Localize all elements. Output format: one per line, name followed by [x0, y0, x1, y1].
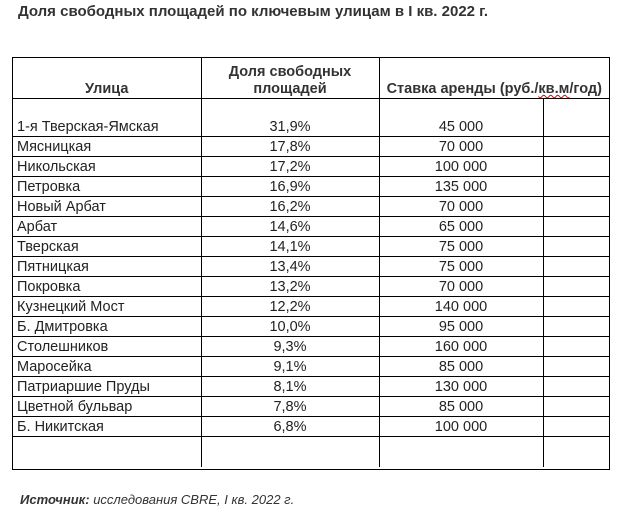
- street-cell: Никольская: [13, 156, 202, 177]
- street-cell: Мясницкая: [13, 136, 202, 157]
- street-cell: 1-я Тверская-Ямская: [13, 98, 202, 137]
- empty-cell: [542, 156, 609, 177]
- rate-cell: 100 000: [378, 416, 544, 437]
- street-cell: Патриаршие Пруды: [13, 376, 202, 397]
- street-cell: Тверская: [13, 236, 202, 257]
- share-cell: 31,9%: [200, 98, 380, 137]
- table-row: Тверская 14,1% 75 000: [13, 236, 609, 257]
- empty-cell: [542, 276, 609, 297]
- empty-cell: [542, 336, 609, 357]
- share-cell: 7,8%: [200, 396, 380, 417]
- rate-cell: 85 000: [378, 396, 544, 417]
- share-cell: 14,6%: [200, 216, 380, 237]
- empty-cell: [542, 356, 609, 377]
- table-row: Мясницкая 17,8% 70 000: [13, 136, 609, 157]
- share-cell: 6,8%: [200, 416, 380, 437]
- rate-cell: 75 000: [378, 256, 544, 277]
- page-title: Доля свободных площадей по ключевым улиц…: [18, 3, 489, 20]
- empty-cell: [542, 436, 609, 467]
- rate-cell: 100 000: [378, 156, 544, 177]
- share-cell: 12,2%: [200, 296, 380, 317]
- column-header-rate: Ставка аренды (руб./кв.м/год): [378, 58, 609, 99]
- share-cell: 16,2%: [200, 196, 380, 217]
- table-row: Никольская 17,2% 100 000: [13, 156, 609, 177]
- street-cell: Покровка: [13, 276, 202, 297]
- table-row: Петровка 16,9% 135 000: [13, 176, 609, 197]
- empty-cell: [13, 436, 202, 467]
- share-cell: 17,8%: [200, 136, 380, 157]
- table-row: Кузнецкий Мост 12,2% 140 000: [13, 296, 609, 317]
- table-row: Б. Дмитровка 10,0% 95 000: [13, 316, 609, 337]
- street-cell: Пятницкая: [13, 256, 202, 277]
- empty-cell: [542, 376, 609, 397]
- street-cell: Б. Никитская: [13, 416, 202, 437]
- table-header-row: Улица Доля свободных площадей Ставка аре…: [13, 58, 609, 99]
- share-cell: 8,1%: [200, 376, 380, 397]
- share-cell: 9,1%: [200, 356, 380, 377]
- rate-cell: 75 000: [378, 236, 544, 257]
- column-header-street: Улица: [13, 58, 202, 99]
- street-cell: Столешников: [13, 336, 202, 357]
- share-cell: 13,2%: [200, 276, 380, 297]
- table-row: 1-я Тверская-Ямская 31,9% 45 000: [13, 98, 609, 137]
- empty-cell: [542, 136, 609, 157]
- empty-cell: [542, 216, 609, 237]
- empty-cell: [378, 436, 544, 467]
- empty-cell: [542, 296, 609, 317]
- table-row: Цветной бульвар 7,8% 85 000: [13, 396, 609, 417]
- rate-cell: 85 000: [378, 356, 544, 377]
- empty-cell: [542, 236, 609, 257]
- table-row: Столешников 9,3% 160 000: [13, 336, 609, 357]
- rate-cell: 160 000: [378, 336, 544, 357]
- table-row: Патриаршие Пруды 8,1% 130 000: [13, 376, 609, 397]
- empty-cell: [542, 176, 609, 197]
- rate-cell: 95 000: [378, 316, 544, 337]
- table-row: Пятницкая 13,4% 75 000: [13, 256, 609, 277]
- share-cell: 14,1%: [200, 236, 380, 257]
- table-row: Б. Никитская 6,8% 100 000: [13, 416, 609, 437]
- share-cell: 9,3%: [200, 336, 380, 357]
- empty-cell: [542, 196, 609, 217]
- column-header-rate-text: Ставка аренды (руб./кв.м/год): [386, 81, 602, 97]
- table-frame: Улица Доля свободных площадей Ставка аре…: [12, 57, 610, 470]
- source-label: Источник:: [20, 492, 90, 507]
- table-row: Новый Арбат 16,2% 70 000: [13, 196, 609, 217]
- table-body: 1-я Тверская-Ямская 31,9% 45 000 Мясницкая 1…: [13, 98, 609, 467]
- vacancy-table: Улица Доля свободных площадей Ставка аре…: [13, 58, 609, 467]
- table-spacer-row: [13, 436, 609, 467]
- rate-cell: 70 000: [378, 136, 544, 157]
- street-cell: Кузнецкий Мост: [13, 296, 202, 317]
- column-header-share: Доля свободных площадей: [200, 58, 380, 99]
- street-cell: Арбат: [13, 216, 202, 237]
- rate-cell: 140 000: [378, 296, 544, 317]
- rate-cell: 130 000: [378, 376, 544, 397]
- spellcheck-mark: кв.м: [538, 81, 570, 97]
- source-note: Источник: исследования CBRE, I кв. 2022 …: [20, 492, 294, 507]
- table-row: Арбат 14,6% 65 000: [13, 216, 609, 237]
- empty-cell: [542, 256, 609, 277]
- rate-cell: 70 000: [378, 276, 544, 297]
- table-row: Маросейка 9,1% 85 000: [13, 356, 609, 377]
- empty-cell: [542, 316, 609, 337]
- street-cell: Новый Арбат: [13, 196, 202, 217]
- share-cell: 16,9%: [200, 176, 380, 197]
- share-cell: 17,2%: [200, 156, 380, 177]
- empty-cell: [200, 436, 380, 467]
- share-cell: 10,0%: [200, 316, 380, 337]
- rate-cell: 45 000: [378, 98, 544, 137]
- rate-cell: 65 000: [378, 216, 544, 237]
- street-cell: Цветной бульвар: [13, 396, 202, 417]
- source-text: исследования CBRE, I кв. 2022 г.: [93, 492, 295, 507]
- empty-cell: [542, 416, 609, 437]
- share-cell: 13,4%: [200, 256, 380, 277]
- empty-cell: [542, 98, 609, 137]
- street-cell: Маросейка: [13, 356, 202, 377]
- rate-cell: 135 000: [378, 176, 544, 197]
- empty-cell: [542, 396, 609, 417]
- street-cell: Б. Дмитровка: [13, 316, 202, 337]
- table-row: Покровка 13,2% 70 000: [13, 276, 609, 297]
- street-cell: Петровка: [13, 176, 202, 197]
- rate-cell: 70 000: [378, 196, 544, 217]
